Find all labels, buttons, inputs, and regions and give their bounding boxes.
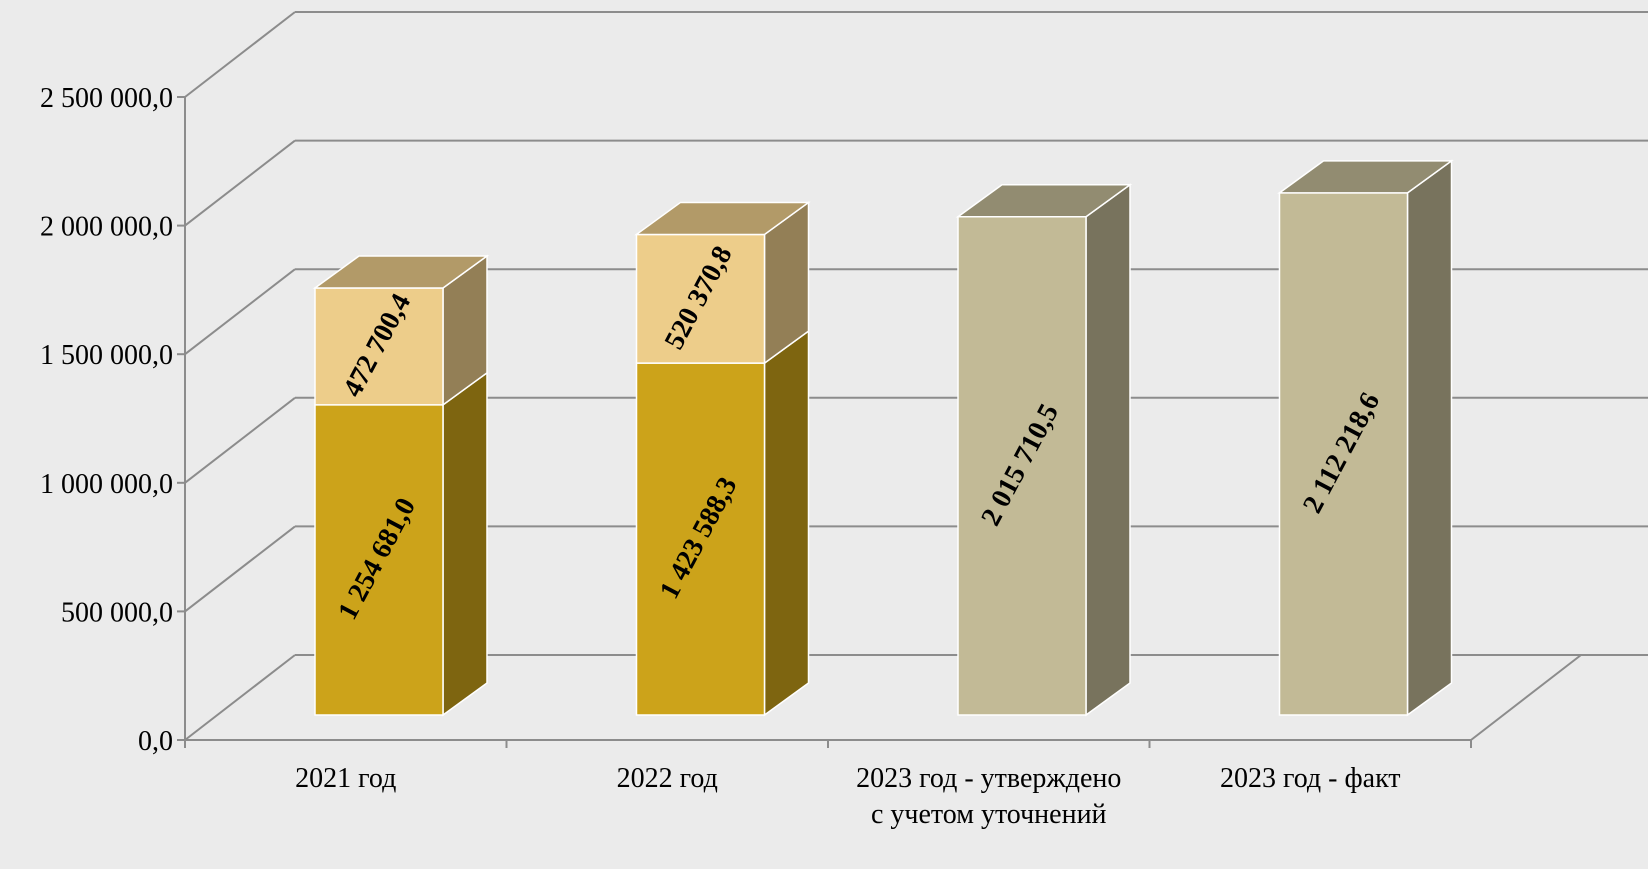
bar-top-face [634, 201, 811, 236]
bar-side-face [763, 329, 810, 717]
side-wall-gridline [184, 11, 296, 98]
x-tick-label: 2022 год [617, 763, 718, 794]
side-wall-gridline [184, 268, 296, 355]
bar-top-face [312, 255, 490, 289]
bar-segment [957, 215, 1087, 716]
bar-side-face [1406, 159, 1453, 717]
x-tick-label: с учетом уточнений [871, 799, 1107, 830]
x-tick-label: 2023 год - утверждено [856, 763, 1121, 794]
bar-side-face [442, 371, 488, 717]
side-wall-gridline [184, 525, 296, 613]
bar-side-face [1085, 183, 1131, 717]
bar-segment [635, 362, 766, 716]
side-wall-gridline [184, 397, 296, 484]
x-tick-label: 2023 год - факт [1220, 763, 1401, 794]
bar-segment [1278, 192, 1409, 716]
bar-segment [314, 287, 444, 406]
side-wall-gridline [184, 654, 296, 741]
side-wall-gridline [184, 139, 296, 227]
bar-segment [635, 233, 766, 364]
y-tick-label: 2 500 000,0 [40, 83, 173, 114]
y-tick-label: 1 500 000,0 [40, 340, 173, 371]
chart-bars [312, 159, 1454, 717]
bar-segment [314, 404, 444, 716]
floor-right-edge [1470, 654, 1582, 741]
y-tick-label: 500 000,0 [61, 597, 173, 628]
y-tick-label: 1 000 000,0 [40, 469, 173, 500]
y-tick-label: 0,0 [138, 726, 173, 757]
bar-top-face [955, 183, 1133, 218]
y-tick-label: 2 000 000,0 [40, 212, 173, 243]
x-tick-label: 2021 год [295, 763, 396, 794]
bar-top-face [1277, 160, 1454, 194]
